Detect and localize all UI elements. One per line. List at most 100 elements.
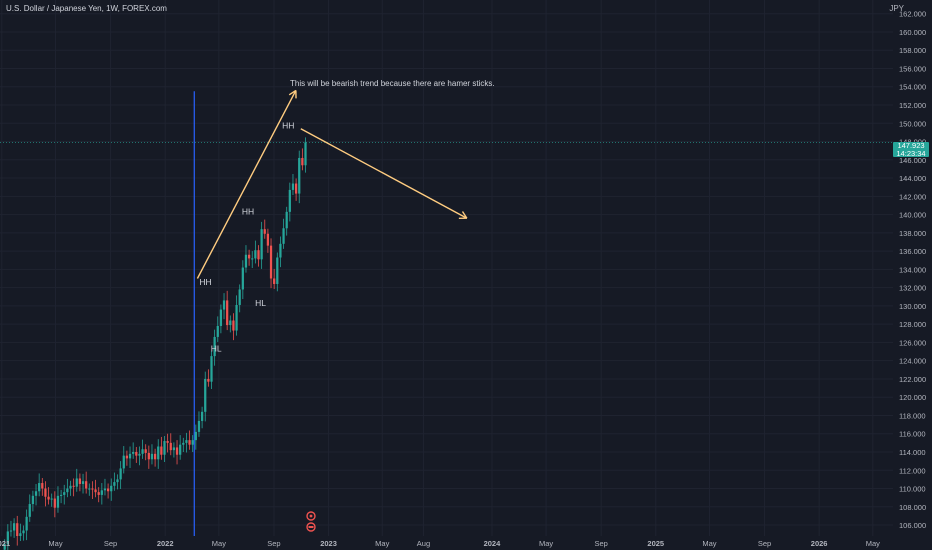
price-axis-tick-label: 156.000	[899, 64, 926, 73]
trend-arrow-line[interactable]	[300, 128, 468, 219]
candle-body	[128, 453, 132, 459]
candle-body	[119, 468, 122, 480]
candle-body	[147, 452, 150, 460]
candle-body	[56, 495, 60, 508]
price-axis-tick-label: 136.000	[899, 247, 926, 256]
candle-body	[273, 278, 276, 284]
price-axis-tick-label: 140.000	[899, 211, 926, 220]
price-axis-tick-label: 152.000	[899, 101, 926, 110]
candle-body	[298, 157, 301, 194]
candle-body	[28, 504, 31, 517]
price-axis-background[interactable]	[893, 0, 932, 536]
time-axis-tick-label: Aug	[417, 539, 430, 548]
candle-body	[103, 488, 107, 491]
price-axis-tick-label: 126.000	[899, 338, 926, 347]
candle-body	[100, 490, 103, 495]
time-axis-tick-label: 2026	[811, 539, 828, 548]
price-axis-tick-label: 128.000	[899, 320, 926, 329]
time-axis-tick-label: Sep	[104, 539, 117, 548]
event-marker-dot	[309, 514, 313, 518]
candle-body	[69, 485, 72, 489]
time-axis-tick-label: May	[702, 539, 716, 548]
candle-body	[41, 483, 44, 489]
swing-label[interactable]: HL	[255, 298, 266, 308]
candle-body	[116, 479, 119, 483]
candle-body	[53, 498, 56, 508]
price-axis-tick-label: 114.000	[899, 448, 926, 457]
candle-body	[66, 488, 69, 493]
candle-body	[251, 258, 254, 260]
candle-body	[34, 491, 38, 496]
price-axis[interactable]: 106.000 108.000 110.000 112.000 114.000 116.0…	[899, 10, 926, 530]
price-axis-tick-label: 150.000	[899, 119, 926, 128]
candle-body	[50, 498, 53, 500]
arrow-head	[288, 89, 297, 96]
candle-body	[238, 289, 241, 305]
symbol-title[interactable]: U.S. Dollar / Japanese Yen, 1W, FOREX.co…	[6, 4, 167, 13]
price-axis-tick-label: 146.000	[899, 156, 926, 165]
event-marker-glyph	[308, 526, 314, 528]
candle-body	[301, 157, 304, 166]
candle-body	[31, 495, 35, 505]
candle-body	[94, 489, 97, 493]
price-axis-tick-label: 144.000	[899, 174, 926, 183]
candle-body	[122, 455, 125, 469]
candle-body	[166, 441, 169, 443]
currency-label: JPY	[889, 4, 904, 13]
candle-body	[269, 245, 273, 279]
candle-body	[110, 485, 113, 492]
candle-body	[247, 254, 251, 259]
price-axis-tick-label: 154.000	[899, 83, 926, 92]
candle-body	[285, 211, 288, 229]
time-axis-tick-label: 2024	[484, 539, 502, 548]
candle-body	[288, 189, 291, 212]
candle-body	[191, 440, 194, 445]
candle-body	[294, 183, 298, 194]
candle-body	[132, 451, 135, 454]
price-axis-tick-label: 118.000	[899, 411, 926, 420]
price-axis-tick-label: 124.000	[899, 357, 926, 366]
candle-body	[22, 530, 25, 534]
candle-body	[185, 440, 188, 443]
swing-label[interactable]: HH	[199, 277, 211, 287]
price-axis-tick-label: 134.000	[899, 265, 926, 274]
swing-label[interactable]: HL	[211, 344, 222, 354]
candle-body	[157, 446, 160, 460]
candle-body	[210, 356, 213, 382]
candle-body	[291, 183, 295, 190]
event-markers[interactable]	[306, 511, 316, 532]
trend-arrows[interactable]: HH HL HH HL HH	[196, 89, 468, 354]
price-axis-tick-label: 112.000	[899, 466, 926, 475]
time-axis[interactable]: 2021 May Sep 2022 May Sep 2023 May Aug 2024 May Sep…	[0, 539, 880, 548]
candle-body	[163, 441, 166, 455]
candle-body	[204, 378, 207, 412]
candle-body	[232, 320, 235, 331]
price-axis-tick-label: 116.000	[899, 430, 926, 439]
candle-body	[219, 309, 223, 326]
last-price: 147.923	[897, 141, 925, 150]
time-axis-tick-label: 2022	[157, 539, 174, 548]
price-axis-tick-label: 142.000	[899, 192, 926, 201]
candle-body	[207, 378, 210, 382]
time-axis-tick-label: 2025	[647, 539, 664, 548]
candle-body	[6, 531, 9, 545]
candle-body	[213, 336, 216, 357]
arrow-head	[461, 211, 468, 219]
time-axis-tick-label: 2023	[320, 539, 337, 548]
swing-label[interactable]: HH	[282, 121, 294, 131]
bar-countdown: 14:23:34	[896, 148, 926, 158]
candle-body	[16, 523, 19, 536]
candle-body	[47, 496, 50, 500]
candle-body	[106, 488, 110, 492]
trend-arrow-line[interactable]	[196, 90, 297, 279]
candle-body	[75, 478, 78, 487]
candle-body	[25, 516, 28, 531]
candle-body	[125, 455, 129, 459]
candle-body	[266, 233, 270, 246]
candle-body	[138, 453, 141, 456]
swing-label[interactable]: HH	[242, 207, 254, 217]
candle-body	[226, 300, 229, 326]
candle-body	[113, 482, 116, 486]
annotation-note[interactable]: This will be bearish trend because there…	[290, 79, 495, 88]
